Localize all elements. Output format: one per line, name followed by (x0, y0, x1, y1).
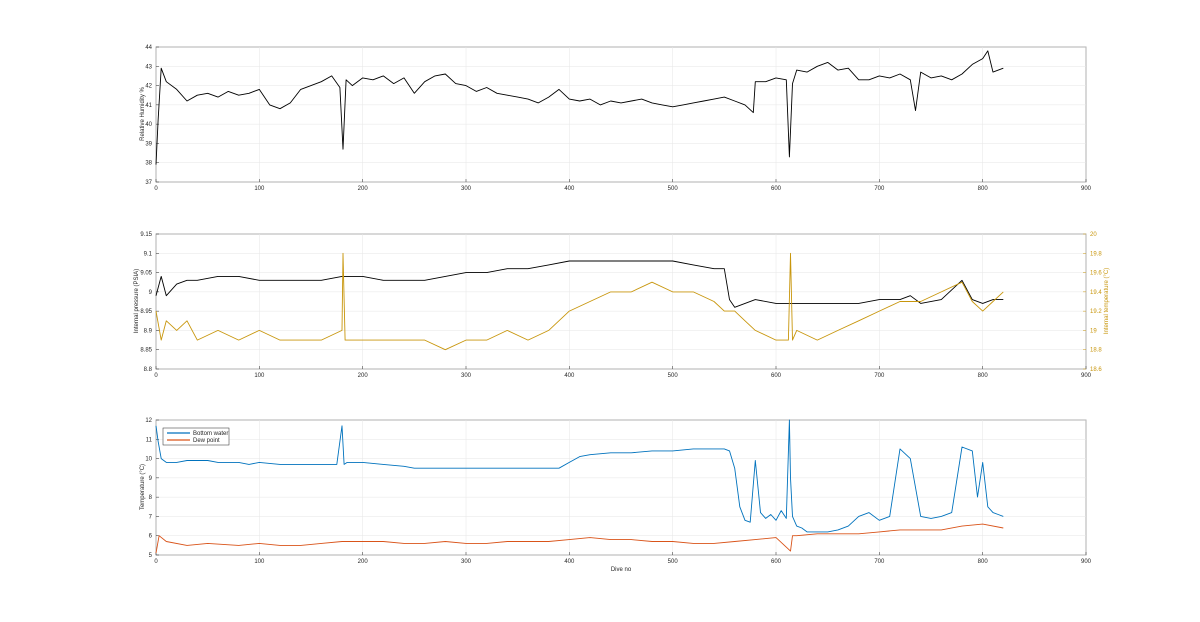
y2tick-label: 19.2 (1090, 309, 1102, 315)
xtick-label: 100 (254, 186, 265, 192)
xtick-label: 400 (564, 559, 575, 565)
series-line-temperature-bottom-water (155, 419, 1004, 533)
ytick-label: 8.85 (140, 348, 152, 354)
ytick-label: 38 (145, 161, 152, 167)
xtick-label: 200 (358, 186, 369, 192)
xtick-label: 600 (771, 373, 782, 379)
y2tick-label: 18.6 (1090, 367, 1102, 373)
xtick-label: 0 (154, 559, 158, 565)
axes-box-temperature (155, 419, 1087, 556)
ytick-label: 41 (145, 103, 152, 109)
xtick-label: 0 (154, 373, 158, 379)
xtick-label: 700 (874, 186, 885, 192)
ytick-label: 7 (149, 514, 153, 520)
ytick-label: 6 (149, 534, 153, 540)
xtick-label: 600 (771, 186, 782, 192)
xtick-label: 800 (978, 373, 989, 379)
y2label-pressure: Internal temperature (°C) (1104, 268, 1110, 334)
ytick-label: 8 (149, 495, 153, 501)
ytick-label: 8.8 (144, 367, 153, 373)
xtick-label: 700 (874, 559, 885, 565)
xtick-label: 500 (668, 559, 679, 565)
series-line-temperature-dew-point (155, 523, 1004, 554)
ytick-label: 8.9 (144, 328, 153, 334)
ytick-label: 10 (145, 457, 152, 463)
lines-temperature (155, 419, 1004, 554)
panel-temperature: 0 100 200 300 400 500 600 700 800 90056789101112 … (140, 418, 1092, 573)
panel-humidity: 0 100 200 300 400 500 600 700 800 900 37 38 39 40 41 42… (140, 45, 1092, 192)
xtick-label: 400 (564, 373, 575, 379)
ytick-label: 12 (145, 418, 152, 424)
xtick-label: 800 (978, 559, 989, 565)
ylabel-humidity: Relative Humidity % (140, 86, 146, 140)
axes-box-humidity (155, 46, 1087, 183)
series-line-pressure-left-axis (155, 260, 1004, 308)
ytick-label: 5 (149, 553, 153, 559)
ytick-label: 9 (149, 290, 153, 296)
legend: Bottom water Dew point (162, 427, 230, 446)
ytick-label: 11 (146, 437, 153, 443)
xtick-label: 300 (461, 559, 472, 565)
legend-box (162, 427, 230, 446)
ytick-label: 44 (145, 45, 152, 51)
xtick-label: 100 (254, 559, 265, 565)
ticks-temperature: 0 100 200 300 400 500 600 700 800 900 5 6 7 8 9 10 11 12 (145, 418, 1091, 565)
xlabel-temperature: Dive no (611, 567, 632, 573)
ytick-label: 42 (145, 84, 152, 90)
y2tick-label: 19.6 (1090, 271, 1102, 277)
axes-box-pressure (155, 233, 1087, 370)
xtick-label: 200 (358, 559, 369, 565)
ytick-label: 9.1 (144, 251, 153, 257)
xtick-label: 900 (1081, 559, 1092, 565)
xtick-label: 900 (1081, 186, 1092, 192)
ticks-pressure: 0 100 200 300 400 500 600 700 800 900 8.8 8.85 8.9 8.… (140, 232, 1102, 379)
ylabel-temperature: Temperature (°C) (140, 464, 146, 510)
ytick-label: 9.05 (140, 271, 152, 277)
ytick-label: 9.15 (140, 232, 152, 238)
panel-pressure: 0 100 200 300 400 500 600 700 800 900 8.8 8.85 8.9 8.… (134, 232, 1110, 379)
ylabel-pressure: Internal pressure (PSIA) (134, 269, 140, 333)
lines-humidity (155, 50, 1004, 165)
xtick-label: 700 (874, 373, 885, 379)
xtick-label: 500 (668, 186, 679, 192)
ytick-label: 43 (145, 64, 152, 70)
y2tick-label: 19.4 (1090, 290, 1102, 296)
xtick-label: 300 (461, 186, 472, 192)
y2tick-label: 20 (1090, 232, 1097, 238)
xtick-label: 600 (771, 559, 782, 565)
series-line-pressure-right-axis (155, 252, 1004, 351)
ytick-label: 9 (149, 476, 153, 482)
xtick-label: 800 (978, 186, 989, 192)
ticks-humidity: 0 100 200 300 400 500 600 700 800 900 37 38 39 40 41 42… (145, 45, 1091, 192)
xtick-label: 300 (461, 373, 472, 379)
xtick-label: 200 (358, 373, 369, 379)
xtick-label: 100 (254, 373, 265, 379)
lines-pressure (155, 252, 1004, 351)
ytick-label: 37 (145, 180, 152, 186)
xtick-label: 900 (1081, 373, 1092, 379)
ytick-label: 8.95 (140, 309, 152, 315)
legend-label-dew-point: Dew point (193, 438, 220, 444)
grid-temperature (155, 419, 1087, 556)
y2tick-label: 18.8 (1090, 348, 1102, 354)
xtick-label: 400 (564, 186, 575, 192)
series-line-humidity-left-axis (155, 50, 1004, 165)
legend-label-bottom-water: Bottom water (193, 431, 228, 437)
y2tick-label: 19.8 (1090, 251, 1102, 257)
ytick-label: 40 (145, 122, 152, 128)
y2tick-label: 19 (1090, 328, 1097, 334)
ytick-label: 39 (145, 141, 152, 147)
xtick-label: 0 (154, 186, 158, 192)
xtick-label: 500 (668, 373, 679, 379)
